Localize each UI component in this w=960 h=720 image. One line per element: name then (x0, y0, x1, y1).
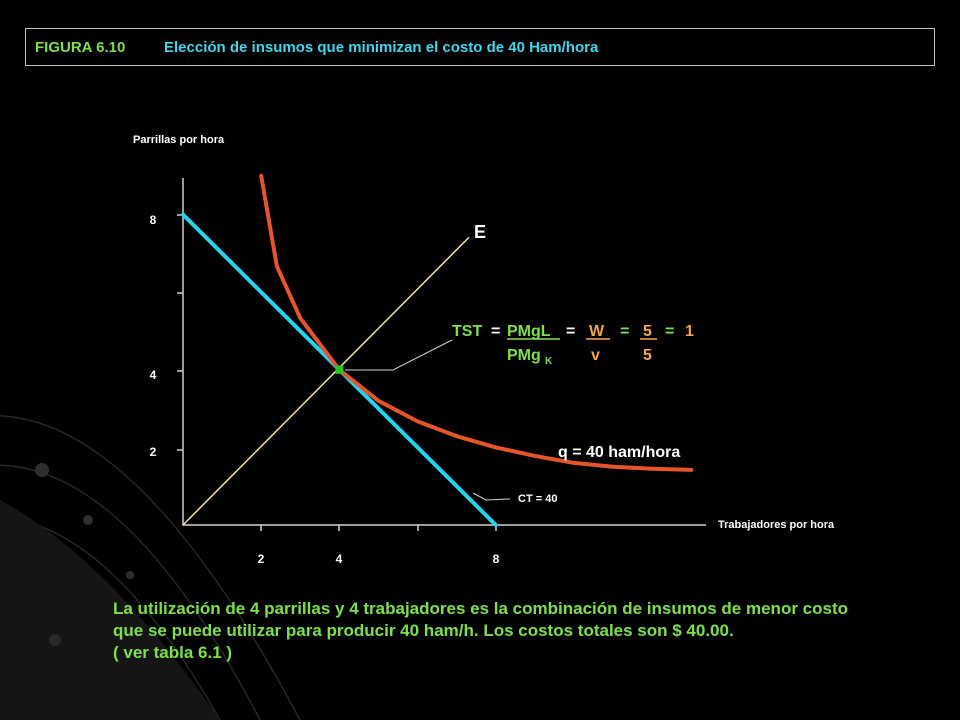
expansion-path-line (182, 237, 470, 526)
optimum-point (335, 365, 344, 374)
conclusion-line: ( ver tabla 6.1 ) (113, 643, 233, 662)
x-tick-label: 2 (258, 552, 265, 566)
figure-title: Elección de insumos que minimizan el cos… (164, 39, 599, 56)
v-text: v (591, 347, 600, 364)
y-tick-label: 4 (150, 368, 157, 382)
pmgk-subscript: K (545, 356, 553, 367)
equals-sign: = (665, 323, 674, 340)
equals-sign: = (491, 323, 500, 340)
x-axis-label: Trabajadores por hora (718, 519, 835, 531)
isoquant-curve (259, 173, 694, 472)
optimum-pointer-line (345, 339, 453, 371)
conclusion-line: La utilización de 4 parrillas y 4 trabaj… (113, 599, 849, 618)
conclusion-line: que se puede utilizar para producir 40 h… (113, 621, 734, 640)
one-text: 1 (685, 323, 694, 340)
isocost-pointer-line (472, 492, 511, 501)
pmgl-text: PMgL (507, 323, 551, 340)
figure-number: FIGURA 6.10 (35, 39, 126, 56)
conclusion-text: La utilización de 4 parrillas y 4 trabaj… (113, 598, 923, 664)
equals-sign: = (620, 323, 629, 340)
pmgk-text: PMg (507, 347, 541, 364)
w-text: W (589, 323, 605, 340)
isoquant-label: q = 40 ham/hora (558, 444, 680, 461)
x-tick-label: 4 (336, 552, 343, 566)
five-numerator: 5 (643, 323, 652, 340)
tst-text: TST (452, 323, 482, 340)
expansion-path-label: E (474, 222, 486, 242)
tst-formula: TST = PMgL = W = 5 = 1 PMg K v 5 (452, 323, 694, 367)
y-tick-label: 2 (150, 445, 157, 459)
figure-title-box: FIGURA 6.10 Elección de insumos que mini… (25, 28, 935, 66)
y-tick-label: 8 (150, 213, 157, 227)
x-tick-label: 8 (493, 552, 500, 566)
five-denominator: 5 (643, 347, 652, 364)
y-axis-label: Parrillas por hora (133, 134, 225, 146)
equals-sign: = (566, 323, 575, 340)
isocost-label: CT = 40 (518, 493, 557, 505)
